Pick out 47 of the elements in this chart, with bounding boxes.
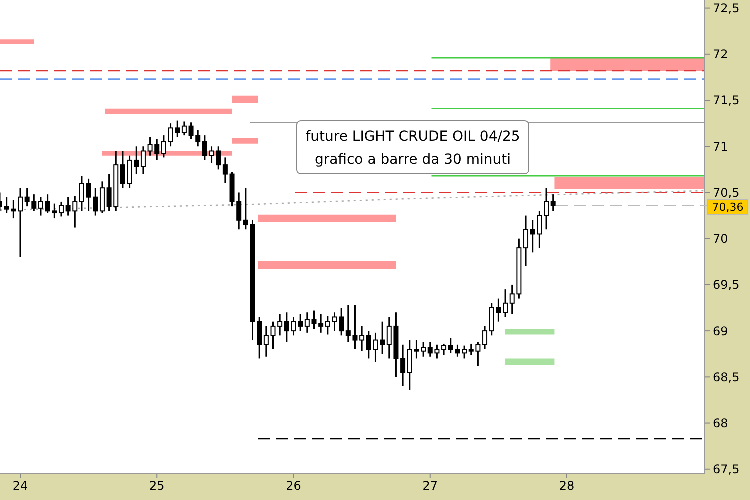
candlestick xyxy=(243,187,248,230)
y-tick-label: 69 xyxy=(713,324,728,338)
candlestick xyxy=(421,341,426,358)
candlestick xyxy=(100,180,105,214)
y-tick-label: 72 xyxy=(713,48,728,62)
y-tick-label: 71,5 xyxy=(713,94,740,108)
candlestick xyxy=(182,120,187,136)
candlestick xyxy=(202,134,208,162)
x-tick-label: 27 xyxy=(422,479,438,493)
x-tick-label: 26 xyxy=(286,479,302,493)
candlestick xyxy=(222,156,228,184)
candlestick xyxy=(462,345,468,360)
annotation: 70,36 xyxy=(712,200,744,214)
candlestick xyxy=(442,343,447,356)
candlestick xyxy=(503,288,508,318)
text: grafico a barre da 30 minuti xyxy=(314,152,512,168)
y-tick-label: 72,5 xyxy=(713,2,740,16)
y-tick-label: 68,5 xyxy=(713,370,740,384)
candlestick xyxy=(400,344,406,388)
y-tick-label: 68 xyxy=(713,416,728,430)
candlestick xyxy=(524,215,529,268)
candlestick xyxy=(38,196,44,217)
candlestick xyxy=(380,321,386,355)
candlestick xyxy=(544,187,550,230)
candlestick xyxy=(120,150,126,189)
candlestick xyxy=(161,134,166,158)
candlestick xyxy=(284,312,290,343)
line-series xyxy=(0,190,705,211)
x-tick-label: 25 xyxy=(149,479,165,493)
candlestick xyxy=(360,326,365,352)
x-tick-label: 24 xyxy=(12,479,28,493)
y-tick-label: 69,5 xyxy=(713,278,740,292)
candlestick xyxy=(58,201,64,218)
candlestick xyxy=(550,194,556,212)
candlestick xyxy=(339,307,344,336)
y-tick-label: 71 xyxy=(713,140,728,154)
text: future LIGHT CRUDE OIL 04/25 xyxy=(306,129,520,145)
y-tick-label: 70,5 xyxy=(713,186,740,200)
y-tick-label: 67,5 xyxy=(713,462,740,477)
candlestick xyxy=(140,146,146,176)
x-tick-label: 28 xyxy=(559,479,575,493)
y-tick-label: 70 xyxy=(713,232,728,246)
candlestick xyxy=(482,326,488,350)
candlestick xyxy=(264,326,269,358)
candlestick xyxy=(318,314,324,334)
candlestick xyxy=(79,175,84,212)
candlestick xyxy=(18,187,23,258)
